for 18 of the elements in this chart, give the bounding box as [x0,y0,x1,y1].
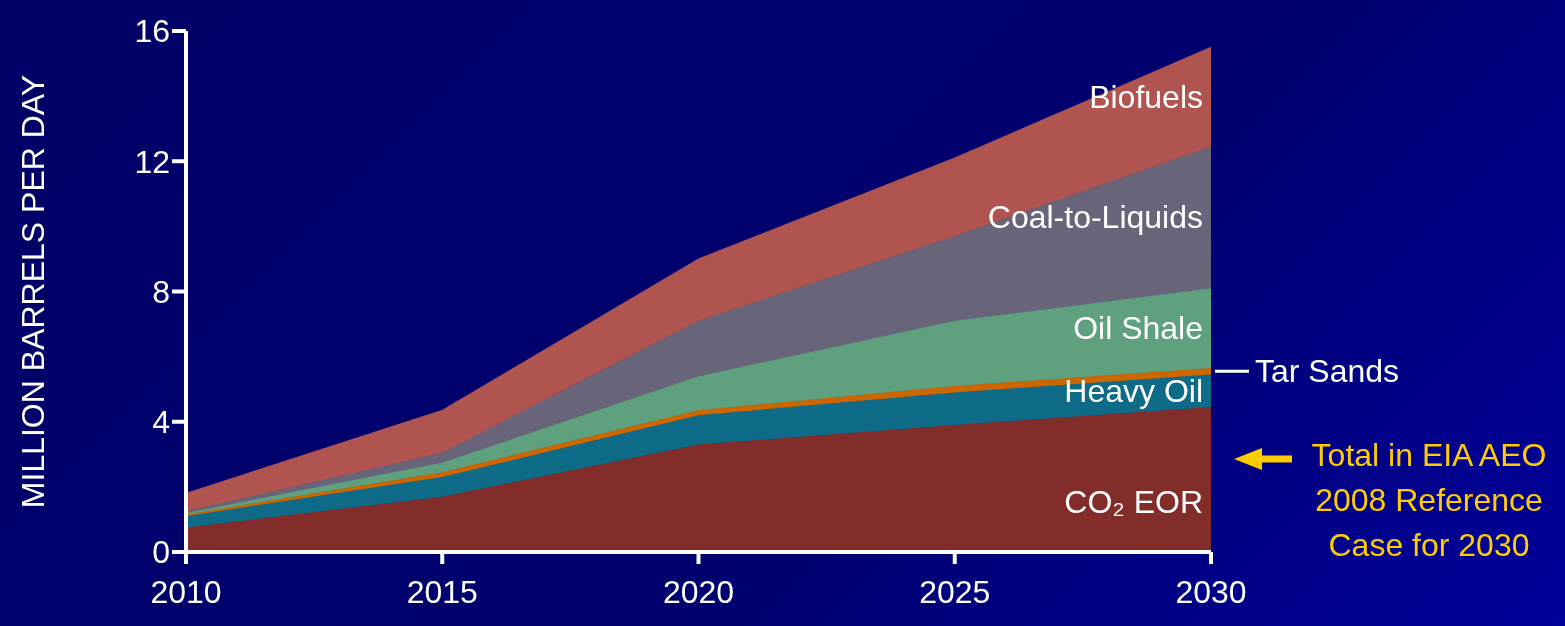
y-tick-label: 0 [152,534,170,571]
x-tick-label: 2015 [406,573,478,610]
x-tick-label: 2030 [1175,573,1247,610]
series-label: Coal-to-Liquids [987,199,1203,236]
x-tick-label: 2025 [919,573,991,610]
series-label: CO₂ EOR [1064,483,1203,520]
series-label: Heavy Oil [1064,372,1203,409]
series-label: Tar Sands [1255,353,1400,390]
text: Total in EIA AEO 2008 Reference Case for 2030 [1310,436,1548,565]
y-tick-label: 16 [134,13,170,50]
x-tick-label: 2010 [150,573,222,610]
y-tick-label: 8 [152,273,170,310]
x-tick-label: 2020 [662,573,735,610]
y-tick-label: 4 [152,404,170,441]
y-tick-label: 12 [134,143,170,180]
series-label: Biofuels [1089,78,1203,115]
series-label: Oil Shale [1073,310,1203,347]
y-axis-title: MILLION BARRELS PER DAY [15,74,51,509]
